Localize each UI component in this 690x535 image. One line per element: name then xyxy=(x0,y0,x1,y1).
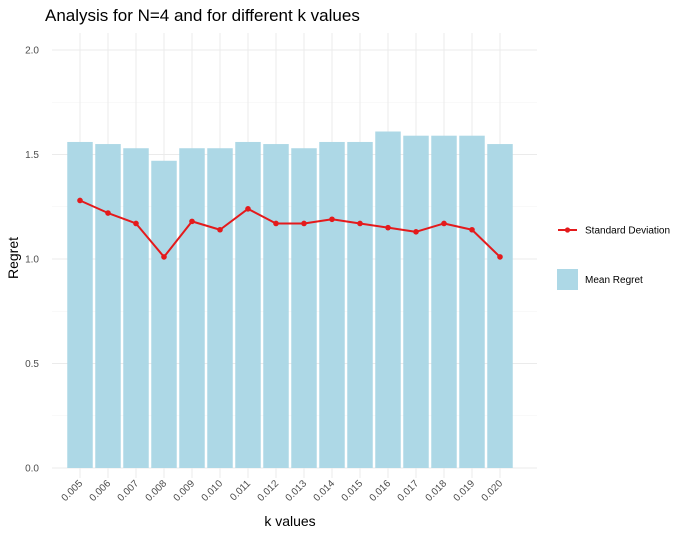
bar xyxy=(179,148,205,469)
y-tick-label: 2.0 xyxy=(25,46,39,57)
data-point xyxy=(105,210,111,216)
bar xyxy=(431,135,457,468)
x-tick-label: 0.006 xyxy=(88,478,114,504)
data-point xyxy=(133,220,139,227)
y-tick-label: 1.5 xyxy=(25,150,39,161)
data-point xyxy=(441,220,447,227)
legend: Standard Deviation Mean Regret xyxy=(557,226,670,290)
data-point xyxy=(385,224,391,231)
data-point xyxy=(161,254,167,260)
x-tick-label: 0.010 xyxy=(200,478,226,504)
series-line xyxy=(79,199,501,258)
data-point xyxy=(329,216,335,223)
bar xyxy=(151,160,177,468)
data-point xyxy=(469,226,475,233)
bar xyxy=(235,141,261,468)
data-point xyxy=(189,218,195,225)
bar xyxy=(319,141,345,468)
bar xyxy=(123,148,149,469)
data-point xyxy=(217,226,223,233)
legend-label-standard-deviation: Standard Deviation xyxy=(585,226,670,237)
x-tick-label: 0.009 xyxy=(172,478,198,504)
bar xyxy=(459,135,485,468)
bar xyxy=(403,135,429,468)
bar xyxy=(347,141,373,468)
data-point xyxy=(77,197,83,204)
bar xyxy=(487,144,513,469)
x-tick-label: 0.005 xyxy=(60,478,86,504)
y-tick-label: 1.0 xyxy=(25,255,39,266)
x-axis-title: k values xyxy=(264,513,315,529)
x-tick-label: 0.008 xyxy=(144,478,170,504)
x-tick-label: 0.013 xyxy=(284,478,310,504)
legend-item-standard-deviation: Standard Deviation xyxy=(558,226,670,237)
x-tick-label: 0.019 xyxy=(452,478,478,504)
x-tick-label: 0.017 xyxy=(396,478,422,504)
bar xyxy=(263,144,289,469)
bar xyxy=(291,148,317,469)
y-axis-title: Regret xyxy=(5,237,21,279)
x-tick-label: 0.012 xyxy=(256,478,282,504)
data-point xyxy=(273,220,279,227)
y-tick-label: 0.5 xyxy=(25,359,39,370)
bar xyxy=(207,148,233,469)
legend-label-mean-regret: Mean Regret xyxy=(585,275,643,286)
x-tick-label: 0.018 xyxy=(424,478,450,504)
x-tick-label: 0.020 xyxy=(480,478,506,504)
y-tick-label: 0.0 xyxy=(25,464,39,475)
data-point xyxy=(413,229,419,235)
x-tick-label: 0.011 xyxy=(228,478,253,503)
x-tick-label: 0.007 xyxy=(116,478,142,504)
chart-title: Analysis for N=4 and for different k val… xyxy=(45,6,360,25)
x-tick-label: 0.016 xyxy=(368,478,394,504)
x-axis-ticks: 0.005 0.006 0.007 0.008 0.009 0.010 0.011 0.012… xyxy=(60,478,506,504)
data-point xyxy=(245,206,251,212)
legend-point-key xyxy=(564,227,571,233)
line-series-standard-deviation xyxy=(77,197,503,260)
legend-bar-key xyxy=(557,269,578,290)
bar xyxy=(95,144,121,469)
data-point xyxy=(357,220,363,227)
bar xyxy=(67,141,93,468)
x-tick-label: 0.014 xyxy=(312,478,338,504)
data-point xyxy=(497,254,503,260)
x-tick-label: 0.015 xyxy=(340,478,366,504)
bar-series-mean-regret xyxy=(67,131,513,469)
y-axis-ticks: 0.0 0.5 1.0 1.5 2.0 xyxy=(25,46,39,475)
legend-item-mean-regret: Mean Regret xyxy=(557,269,643,290)
data-point xyxy=(301,220,307,227)
bar xyxy=(375,131,401,468)
